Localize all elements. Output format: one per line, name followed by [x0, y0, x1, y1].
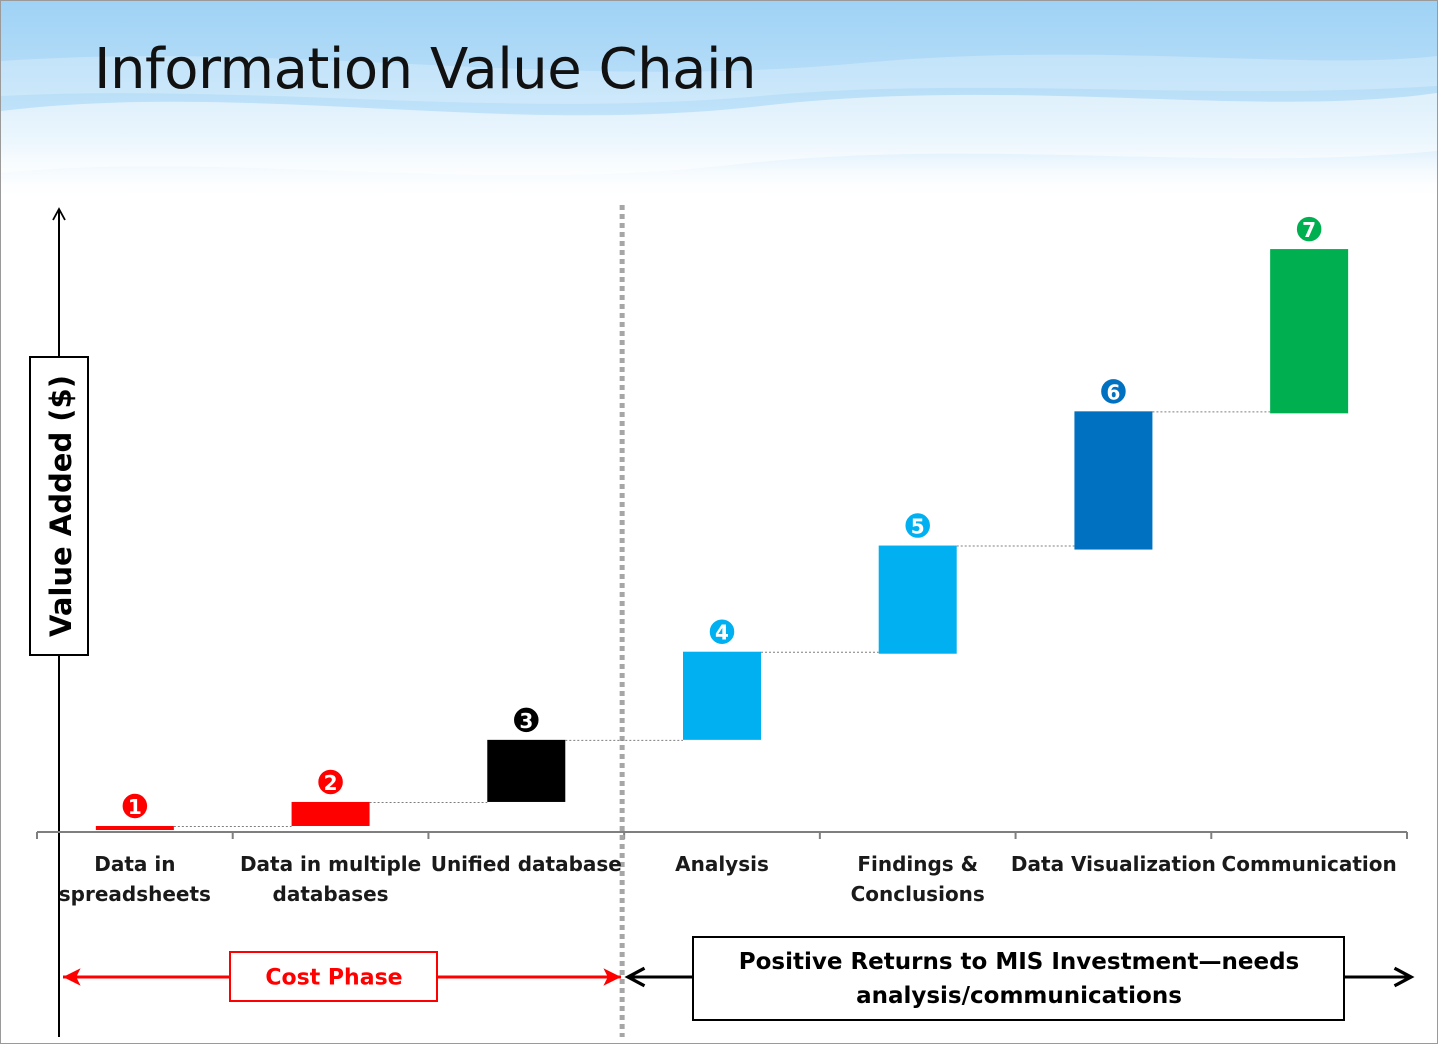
- category-label: Analysis: [675, 852, 769, 876]
- step-badge-2: [316, 768, 345, 796]
- category-label: Unified database: [431, 852, 622, 876]
- step-badge-7: [1295, 215, 1323, 243]
- step-badge-5: [903, 511, 932, 540]
- returns-phase-box: [692, 936, 1345, 1021]
- bar-4: [683, 651, 761, 740]
- step-badge-4: [708, 617, 736, 646]
- step-number-2: 2: [324, 771, 338, 795]
- step-number-6: 6: [1106, 380, 1120, 404]
- bar-2: [291, 801, 370, 826]
- step-number-1: 1: [128, 795, 142, 819]
- sky-banner: [1, 1, 1437, 201]
- bar-5: [878, 545, 957, 654]
- step-badge-1: [121, 792, 149, 820]
- cost-phase-label: Cost Phase: [265, 966, 402, 991]
- returns-phase-label: Positive Returns to MIS Investment—needs…: [739, 949, 1300, 1009]
- category-label: Communication: [1222, 852, 1397, 876]
- step-badge-3: [512, 706, 541, 734]
- slide-title: Information Value Chain: [94, 37, 757, 102]
- category-label: Data in spreadsheets: [59, 852, 211, 906]
- chart-bars: 1 2 3 4 5 6 7: [95, 215, 1349, 830]
- bar-1: [95, 825, 174, 830]
- phase-annotations: Cost Phase Positive Returns to MIS Invest…: [63, 936, 1411, 1021]
- category-label: Data Visualization: [1011, 852, 1216, 876]
- step-number-7: 7: [1302, 218, 1316, 242]
- chart-axes: Value Added ($): [29, 205, 1408, 1037]
- bar-7: [1270, 249, 1349, 414]
- step-number-5: 5: [911, 515, 925, 539]
- category-label: Findings & Conclusions: [851, 852, 985, 906]
- bar-6: [1074, 411, 1153, 550]
- bar-3: [487, 739, 566, 802]
- step-badge-6: [1099, 377, 1128, 406]
- step-number-4: 4: [715, 621, 729, 645]
- step-number-3: 3: [519, 709, 533, 733]
- y-axis-label-box: [29, 356, 89, 656]
- category-labels: Data in spreadsheets Data in multiple datab…: [59, 852, 1397, 906]
- category-label: Data in multiple databases: [240, 852, 421, 906]
- cost-phase-box: [229, 951, 438, 1002]
- y-axis-label: Value Added ($): [44, 375, 78, 637]
